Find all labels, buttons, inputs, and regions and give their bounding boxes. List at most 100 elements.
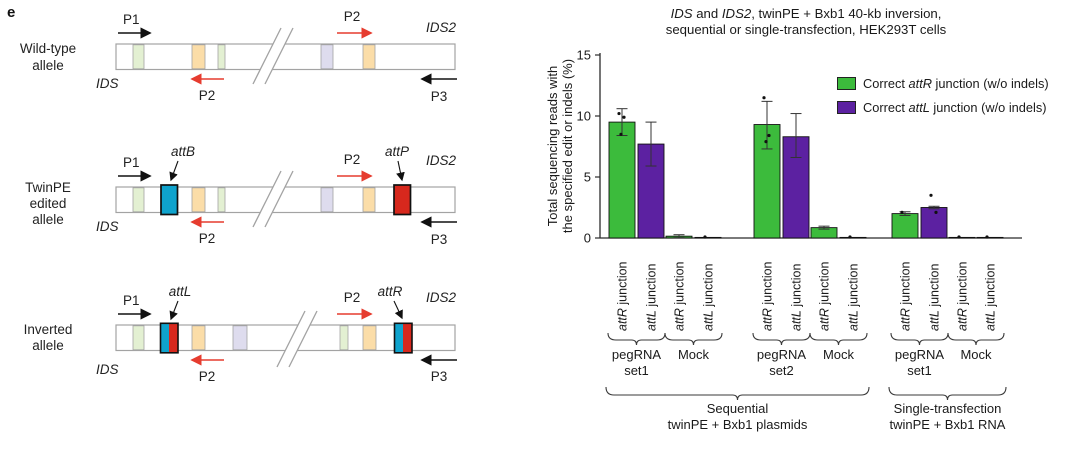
data-point [617,111,621,116]
attB-label: attB [171,144,195,159]
primer-p2-label: P2 [199,88,216,103]
condition-brace [947,332,1005,346]
x-tick-label-attL: attL junction [928,264,942,331]
legend-swatch [837,101,856,114]
bar-attL-cond4 [920,207,948,239]
x-tick-label-attR: attR junction [818,261,832,331]
data-point [848,235,852,239]
x-tick-label-attL: attL junction [847,264,861,331]
condition-label: pegRNA [612,347,661,362]
x-tick-label-attL: attL junction [790,264,804,331]
gene-ids2-label: IDS2 [426,153,457,168]
primer-p2-label: P2 [344,152,361,167]
row-twinpe-edited-allele: TwinPE edited allele attB attP P1 P2 [25,144,457,247]
exon-segment-orange [362,325,377,351]
condition-label: Mock [678,347,710,362]
data-point [900,210,904,214]
attL-label: attL [169,284,192,299]
data-point [764,140,768,144]
primer-p3-label: P3 [431,369,448,384]
allele-bar-segments [132,187,376,213]
chart-title-line1: IDS and IDS2, twinPE + Bxb1 40-kb invers… [670,6,942,21]
attP-site-box [393,184,412,216]
bar-attL-cond5 [976,236,1004,239]
legend-label: Correct attL junction (w/o indels) [863,100,1047,115]
primer-p1-label: P1 [123,12,140,27]
primer-p3-label: P3 [431,232,448,247]
attL-cyan-half [161,324,169,352]
bar-attR-cond0 [608,121,636,239]
data-point [622,115,626,119]
attR-cyan-half [395,324,403,352]
chart-title-line2: sequential or single-transfection, HEK29… [665,22,947,37]
section-label: Single-transfection [894,401,1002,416]
gene-ids-label: IDS [96,362,119,377]
data-point [934,210,938,214]
allele-bar-segments [132,44,376,70]
row-label: allele [32,338,64,353]
row-label: allele [32,58,64,73]
x-tick-label-attR: attR junction [899,261,913,331]
break-slash [264,170,294,228]
exon-segment-lavender [320,44,334,70]
condition-label: Mock [823,347,855,362]
panel-letter: e [7,4,16,21]
bar-chart-panel: 0 5 10 15 attR junction attL junction pegRNA se… [540,0,1080,449]
bar-attR-cond5 [948,236,976,239]
chart-legend: Correct attR junction (w/o indels) Correc… [837,76,1049,124]
gene-ids-label: IDS [96,219,119,234]
attB-site-box [160,184,179,216]
exon-segment-green [217,44,226,70]
y-axis-label: Total sequencing reads with the specifie… [545,58,575,234]
condition-label: set2 [769,363,794,378]
break-slash [252,27,282,85]
section-brace [888,386,1007,401]
row-label: TwinPE [25,180,71,195]
exon-segment-orange [191,44,206,70]
allele-diagram: Wild-type allele P1 P2 IDS2 IDS P2 P3 [20,9,457,384]
data-point [762,96,766,100]
data-point [957,235,961,239]
exon-segment-lavender [232,325,248,351]
break-slash [288,310,318,368]
sequence-break-gap [253,171,293,227]
condition-label: pegRNA [757,347,806,362]
primer-p3-label: P3 [431,89,448,104]
attL-red-half [169,324,178,352]
attR-label: attR [378,284,403,299]
x-tick-label-attR: attR junction [673,261,687,331]
exon-segment-green [132,187,145,213]
condition-brace [752,332,811,346]
break-slash [276,310,306,368]
exon-segment-green [132,325,145,351]
section-label: twinPE + Bxb1 plasmids [668,417,808,432]
row-label: Inverted [24,322,73,337]
exon-segment-green [339,325,349,351]
attR-pointer-arrow [393,300,403,320]
attB-pointer-arrow [169,160,179,182]
primer-p2-label: P2 [199,231,216,246]
legend-item-attL: Correct attL junction (w/o indels) [837,100,1049,115]
row-label: edited [30,196,67,211]
break-slash [264,27,294,85]
x-tick-label-attL: attL junction [645,264,659,331]
condition-brace [890,332,949,346]
row-label: Wild-type [20,41,76,56]
data-point [985,235,989,239]
exon-segment-orange [362,44,376,70]
condition-brace [664,332,723,346]
condition-brace [607,332,666,346]
section-brace [605,386,870,401]
data-point [767,133,771,138]
chart-title: IDS and IDS2, twinPE + Bxb1 40-kb invers… [600,6,1012,38]
exon-segment-orange [362,187,376,213]
condition-label: pegRNA [895,347,944,362]
x-tick-label-attR: attR junction [956,261,970,331]
exon-segment-lavender [320,187,334,213]
condition-label: set1 [907,363,932,378]
condition-brace [809,332,868,346]
primer-p1-label: P1 [123,293,140,308]
bar-attR-cond4 [891,213,919,239]
section-label: Sequential [707,401,769,416]
